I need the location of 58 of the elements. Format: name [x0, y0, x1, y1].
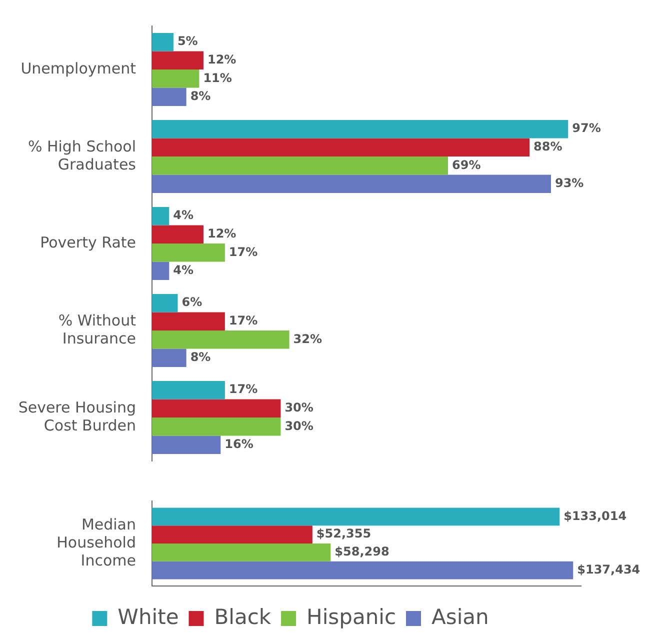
- data-label: 17%: [228, 382, 258, 396]
- data-label: 12%: [207, 52, 236, 66]
- data-label: 5%: [177, 34, 198, 48]
- bar: [152, 418, 281, 436]
- data-label: 12%: [207, 226, 236, 240]
- data-label: 17%: [228, 313, 258, 328]
- data-label: 4%: [173, 263, 194, 278]
- bar: [152, 380, 225, 400]
- data-label: 30%: [284, 418, 314, 433]
- y-tick-label: Severe Housing Cost Burden: [18, 398, 136, 434]
- data-label: 69%: [452, 158, 481, 172]
- data-label: 8%: [190, 350, 211, 364]
- legend-label: Hispanic: [306, 604, 396, 629]
- data-label: 93%: [554, 176, 584, 190]
- legend-label: Black: [214, 604, 272, 629]
- bar: [152, 88, 186, 106]
- bar: [152, 330, 290, 349]
- data-label: 88%: [534, 139, 562, 154]
- legend-label: Asian: [432, 604, 489, 629]
- bar: [152, 120, 568, 138]
- bar: [152, 262, 170, 280]
- y-tick-label: Poverty Rate: [40, 233, 136, 252]
- bar: [152, 244, 225, 262]
- bar: [152, 51, 204, 70]
- y-tick-label: Unemployment: [20, 59, 136, 78]
- data-label: 97%: [572, 121, 601, 136]
- bar: [152, 174, 551, 194]
- data-label: 32%: [293, 332, 322, 346]
- y-tick-label: Median Household Income: [56, 515, 136, 570]
- bar: [152, 544, 331, 562]
- bar: [152, 436, 221, 454]
- data-label: 16%: [224, 437, 254, 452]
- bar: [152, 138, 530, 156]
- data-label: $133,014: [564, 508, 627, 523]
- bar: [152, 206, 170, 226]
- bar: [152, 561, 574, 580]
- bar: [152, 225, 204, 244]
- y-tick-label: % Without Insurance: [58, 311, 136, 348]
- data-label: $137,434: [577, 562, 640, 576]
- bar: [152, 526, 312, 544]
- bar: [152, 156, 448, 175]
- y-tick-label: % High School Graduates: [28, 137, 136, 174]
- bar: [152, 70, 200, 88]
- data-label: $52,355: [316, 526, 372, 541]
- data-label: 11%: [203, 70, 232, 85]
- bar: [152, 348, 186, 368]
- data-label: 4%: [173, 208, 194, 222]
- data-label: 17%: [228, 244, 258, 259]
- data-label: 30%: [284, 400, 314, 414]
- data-label: 8%: [190, 89, 211, 104]
- bar: [152, 294, 178, 312]
- data-label: $58,298: [334, 544, 390, 559]
- legend-label: White: [118, 604, 179, 629]
- bar: [152, 508, 560, 526]
- bar: [152, 32, 174, 52]
- bar: [152, 312, 225, 330]
- bar: [152, 399, 281, 418]
- data-label: 6%: [182, 295, 202, 310]
